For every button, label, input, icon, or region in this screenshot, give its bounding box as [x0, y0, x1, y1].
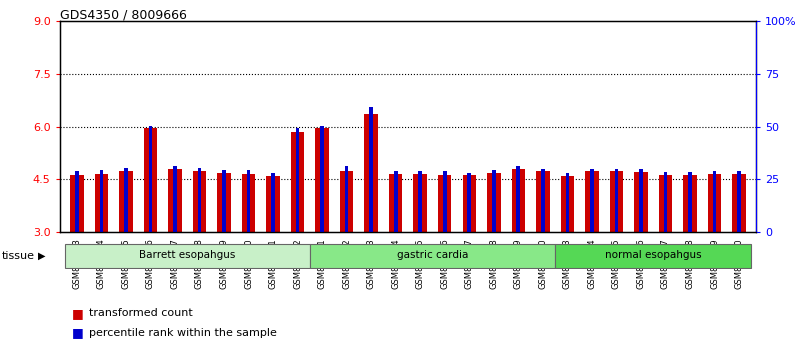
Bar	[585, 171, 599, 232]
Bar	[560, 176, 574, 232]
Bar	[737, 171, 741, 232]
Text: ■: ■	[72, 326, 84, 339]
Text: percentile rank within the sample: percentile rank within the sample	[89, 328, 277, 338]
Bar	[222, 170, 226, 232]
Bar	[193, 171, 206, 232]
Bar	[75, 171, 79, 232]
Bar	[512, 169, 525, 232]
Bar	[634, 172, 648, 232]
Bar	[438, 175, 451, 232]
Bar	[345, 166, 349, 232]
Bar	[119, 171, 133, 232]
Bar	[217, 173, 231, 232]
Bar	[517, 166, 520, 232]
Bar	[492, 170, 496, 232]
Text: ■: ■	[72, 307, 84, 320]
Text: Barrett esopahgus: Barrett esopahgus	[139, 250, 236, 260]
Bar	[320, 126, 324, 232]
Bar	[664, 172, 667, 232]
Bar	[296, 128, 299, 232]
Bar	[173, 166, 177, 232]
Text: GDS4350 / 8009666: GDS4350 / 8009666	[60, 9, 186, 22]
Bar	[467, 172, 471, 232]
Bar	[242, 174, 256, 232]
Text: gastric cardia: gastric cardia	[396, 250, 468, 260]
Bar	[168, 169, 181, 232]
Bar	[536, 171, 549, 232]
Text: normal esopahgus: normal esopahgus	[605, 250, 701, 260]
Bar	[683, 175, 696, 232]
Bar	[340, 171, 353, 232]
Bar	[565, 173, 569, 232]
Bar	[247, 170, 251, 232]
Bar	[365, 114, 378, 232]
Bar	[310, 244, 555, 268]
Bar	[291, 132, 304, 232]
Bar	[541, 169, 544, 232]
Bar	[462, 175, 476, 232]
Text: tissue: tissue	[2, 251, 34, 261]
Bar	[443, 171, 447, 232]
Text: ▶: ▶	[38, 251, 45, 261]
Bar	[610, 171, 623, 232]
Bar	[590, 169, 594, 232]
Bar	[149, 126, 152, 232]
Bar	[100, 170, 103, 232]
Bar	[95, 174, 108, 232]
Bar	[413, 174, 427, 232]
Bar	[315, 127, 329, 232]
Bar	[639, 169, 643, 232]
Bar	[64, 244, 310, 268]
Bar	[615, 169, 618, 232]
Bar	[659, 175, 672, 232]
Bar	[389, 174, 403, 232]
Bar	[555, 244, 751, 268]
Bar	[487, 173, 501, 232]
Bar	[144, 127, 157, 232]
Bar	[369, 107, 373, 232]
Bar	[394, 171, 397, 232]
Bar	[712, 171, 716, 232]
Bar	[124, 168, 127, 232]
Bar	[197, 168, 201, 232]
Bar	[70, 175, 84, 232]
Bar	[419, 171, 422, 232]
Bar	[732, 174, 746, 232]
Text: transformed count: transformed count	[89, 308, 193, 318]
Bar	[267, 176, 280, 232]
Bar	[689, 172, 692, 232]
Bar	[708, 174, 721, 232]
Bar	[271, 173, 275, 232]
